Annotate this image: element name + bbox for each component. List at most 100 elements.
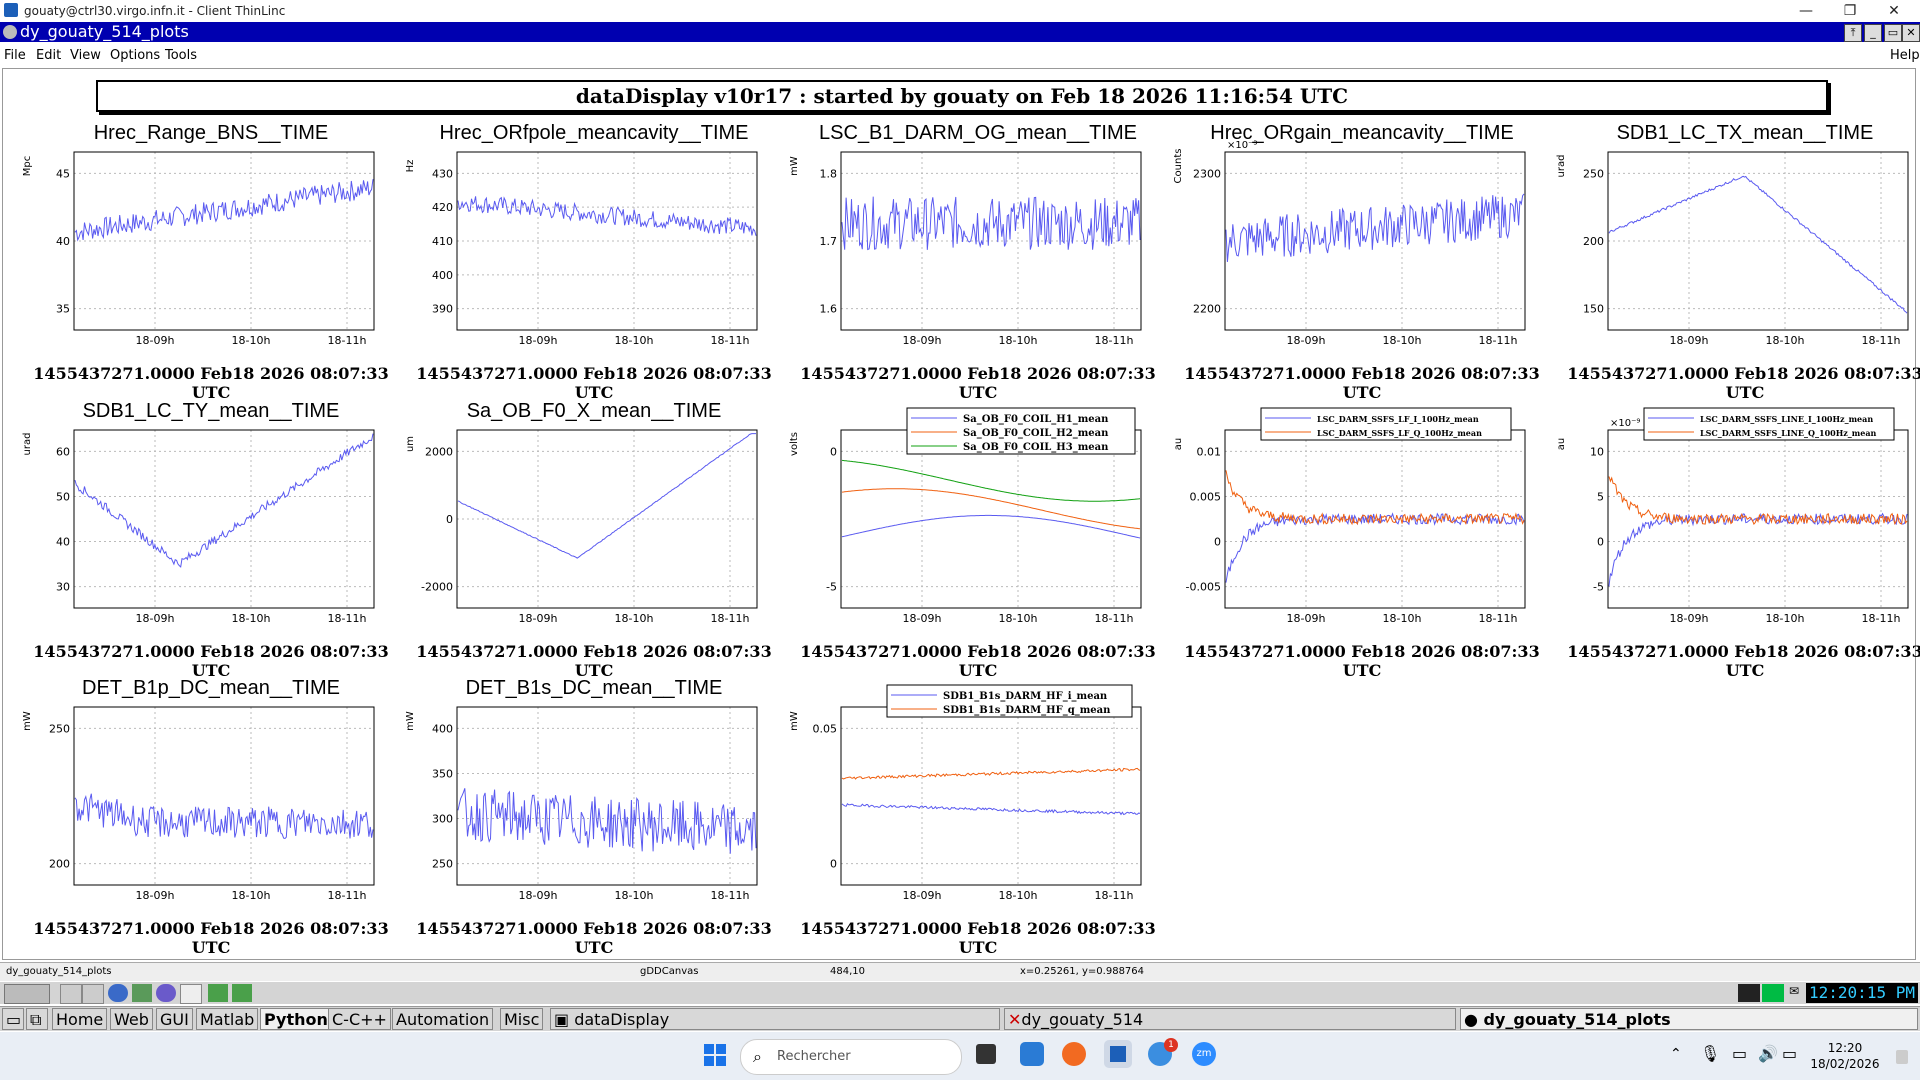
legend-label: SDB1_B1s_DARM_HF_q_mean: [943, 705, 1111, 716]
plot-frame[interactable]: 430 420 410 400 390 18-09h 18-10h 18-11h Hz: [403, 122, 785, 362]
task-view-icon[interactable]: [976, 1044, 996, 1064]
x-tick-label: 18-11h: [1095, 889, 1134, 902]
chevron-up-icon[interactable]: ⌃: [1670, 1046, 1682, 1062]
notification-icon[interactable]: [1896, 1050, 1908, 1064]
data-trace: [841, 459, 1141, 502]
tab-home[interactable]: Home: [52, 1008, 108, 1030]
data-trace: [841, 196, 1141, 251]
menu-tools[interactable]: Tools: [165, 48, 198, 63]
tab-python[interactable]: Python: [260, 1008, 332, 1030]
y-axis-unit: um: [405, 436, 416, 452]
restore-button[interactable]: ❐: [1843, 3, 1857, 19]
editor-icon[interactable]: [180, 984, 202, 1004]
windows-start-icon[interactable]: [704, 1044, 726, 1066]
plot-pad[interactable]: 10 5 0 -5 18-09h 18-10h 18-11h au ×10⁻⁹ LSC_DARM_…: [1554, 400, 1920, 680]
plot-title: SDB1_LC_TY_mean__TIME: [82, 400, 340, 422]
plot-frame[interactable]: 60 50 40 30 18-09h 18-10h 18-11h urad: [20, 400, 402, 640]
y-axis-unit: mW: [789, 156, 800, 176]
terminal-icon[interactable]: [232, 984, 252, 1002]
plot-canvas[interactable]: [2, 68, 1916, 960]
plot-frame[interactable]: 2000 0 -2000 18-09h 18-10h 18-11h um: [403, 400, 785, 640]
plot-pad[interactable]: 0.01 0.005 0 -0.005 18-09h 18-10h 18-11h au LSC_…: [1171, 400, 1553, 680]
pin-button[interactable]: ⤒: [1844, 24, 1862, 42]
mail-icon[interactable]: ✉: [1788, 984, 1800, 998]
plot-pad[interactable]: Hrec_Range_BNS__TIME 45 40 35 18-09h 18-10h 18…: [20, 122, 402, 402]
search-input[interactable]: ⌕ Rechercher: [740, 1039, 962, 1075]
app-maximize-button[interactable]: ▭: [1884, 24, 1902, 42]
browser-icon[interactable]: [108, 984, 128, 1002]
window-titlebar: gouaty@ctrl30.virgo.infn.it - Client Thi…: [0, 0, 1920, 23]
tab-web[interactable]: Web: [110, 1008, 153, 1030]
app-launcher-icon[interactable]: [156, 984, 176, 1002]
battery-icon[interactable]: ▭: [1782, 1044, 1798, 1063]
plot-pad[interactable]: 0.05 0 18-09h 18-10h 18-11h mW SDB1_B1s_DARM_H…: [787, 677, 1169, 957]
plot-frame[interactable]: 0.05 0 18-09h 18-10h 18-11h mW SDB1_B1s_DARM_H…: [787, 677, 1169, 917]
x-tick-label: 18-09h: [903, 889, 942, 902]
x-tick-label: 18-10h: [999, 334, 1038, 347]
plot-pad[interactable]: 0 -5 18-09h 18-10h 18-11h volts Sa_OB_F0_COIL_…: [787, 400, 1169, 680]
outlook-icon[interactable]: [1020, 1042, 1044, 1066]
settings-icon[interactable]: [132, 984, 152, 1002]
panel-logo-icon[interactable]: [4, 984, 50, 1004]
plot-pad[interactable]: DET_B1s_DC_mean__TIME 400 350 300 250 18-09h 1…: [403, 677, 785, 957]
plot-pad[interactable]: DET_B1p_DC_mean__TIME 250 200 18-09h 18-10h 1…: [20, 677, 402, 957]
y-tick-label: 5: [1597, 490, 1604, 503]
plot-pad[interactable]: SDB1_LC_TX_mean__TIME 250 200 150 18-09h 18-1…: [1554, 122, 1920, 402]
plot-frame[interactable]: 1.8 1.7 1.6 18-09h 18-10h 18-11h mW: [787, 122, 1169, 362]
legend-box: [886, 684, 1133, 718]
volume-icon[interactable]: 🔊: [1758, 1044, 1778, 1063]
task-datadisplay[interactable]: ▣ dataDisplay: [550, 1008, 1000, 1030]
tab-automation[interactable]: Automation: [392, 1008, 494, 1030]
x-tick-label: 18-09h: [136, 334, 175, 347]
plot-frame[interactable]: 2300 2200 18-09h 18-10h 18-11h Counts ×10⁻³: [1171, 122, 1553, 362]
plot-frame[interactable]: 0.01 0.005 0 -0.005 18-09h 18-10h 18-11h au LSC_…: [1171, 400, 1553, 640]
plot-frame[interactable]: 250 200 18-09h 18-10h 18-11h mW: [20, 677, 402, 917]
task-dy-gouaty-514-plots[interactable]: ● dy_gouaty_514_plots: [1460, 1008, 1918, 1030]
taskbar-time[interactable]: 12:20: [1827, 1041, 1863, 1055]
plot-pad[interactable]: Hrec_ORgain_meancavity__TIME 2300 2200 18-0…: [1171, 122, 1553, 402]
plot-pad[interactable]: Sa_OB_F0_X_mean__TIME 2000 0 -2000 18-09h 18-…: [403, 400, 785, 680]
y-axis-unit: Hz: [405, 160, 416, 173]
workspace-icon[interactable]: ⧉: [26, 1008, 48, 1030]
plot-frame[interactable]: 10 5 0 -5 18-09h 18-10h 18-11h au ×10⁻⁹ LSC_DARM_…: [1554, 400, 1920, 640]
legend-label: Sa_OB_F0_COIL_H3_mean: [963, 442, 1109, 453]
menu-options[interactable]: Options: [110, 48, 161, 63]
zoom-icon[interactable]: zm: [1192, 1042, 1216, 1066]
microphone-icon[interactable]: 🎙: [1700, 1044, 1721, 1063]
app-minimize-button[interactable]: _: [1864, 24, 1882, 42]
plot-frame[interactable]: 0 -5 18-09h 18-10h 18-11h volts Sa_OB_F0_COIL_…: [787, 400, 1169, 640]
plot-pad[interactable]: SDB1_LC_TY_mean__TIME 60 50 40 30 18-09h 18-10…: [20, 400, 402, 680]
task-dy-gouaty-514[interactable]: ✕dy_gouaty_514: [1004, 1008, 1456, 1030]
plot-frame[interactable]: 400 350 300 250 18-09h 18-10h 18-11h mW: [403, 677, 785, 917]
menu-view[interactable]: View: [70, 48, 101, 63]
menu-help[interactable]: Help: [1890, 48, 1920, 63]
thinlinc-task-icon[interactable]: [1104, 1040, 1132, 1068]
menu-file[interactable]: File: [4, 48, 26, 63]
tab-gui[interactable]: GUI: [156, 1008, 193, 1030]
network-icon[interactable]: ▭: [1732, 1044, 1748, 1063]
plot-pad[interactable]: LSC_B1_DARM_OG_mean__TIME 1.8 1.7 1.6 18-09h…: [787, 122, 1169, 402]
show-desktop-icon[interactable]: ▭: [2, 1008, 24, 1030]
launcher-icon[interactable]: [60, 984, 82, 1004]
terminal-icon[interactable]: [208, 984, 228, 1002]
menu-edit[interactable]: Edit: [36, 48, 62, 63]
x-tick-label: 18-10h: [232, 889, 271, 902]
app-title: dy_gouaty_514_plots: [20, 22, 189, 41]
plot-frame[interactable]: 250 200 150 18-09h 18-10h 18-11h urad: [1554, 122, 1920, 362]
close-button[interactable]: ✕: [1888, 3, 1900, 19]
tab-misc[interactable]: Misc: [500, 1008, 544, 1030]
plot-timestamp: 1455437271.0000 Feb18 2026 08:07:33 UTC: [33, 364, 389, 402]
plot-title: LSC_B1_DARM_OG_mean__TIME: [819, 122, 1137, 144]
taskbar-date[interactable]: 18/02/2026: [1810, 1057, 1880, 1071]
plot-pad[interactable]: Hrec_ORfpole_meancavity__TIME 430 420 410 40…: [403, 122, 785, 402]
firefox-icon[interactable]: [1062, 1042, 1086, 1066]
tab-matlab[interactable]: Matlab: [196, 1008, 259, 1030]
plot-axes: [840, 429, 1142, 609]
app-close-button[interactable]: ✕: [1902, 24, 1920, 42]
minimize-button[interactable]: —: [1799, 3, 1813, 19]
plot-title: Hrec_ORgain_meancavity__TIME: [1210, 122, 1514, 144]
plot-frame[interactable]: 45 40 35 18-09h 18-10h 18-11h Mpc: [20, 122, 402, 362]
tab-c-cpp[interactable]: C-C++: [328, 1008, 391, 1030]
x-tick-label: 18-09h: [903, 612, 942, 625]
launcher-icon[interactable]: [82, 984, 104, 1004]
